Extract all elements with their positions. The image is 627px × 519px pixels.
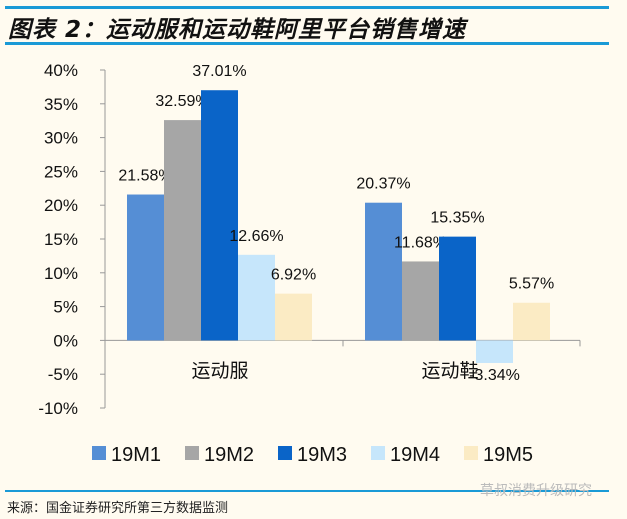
data-label: -3.34% [469,367,520,384]
y-tick-label: 40% [44,61,78,80]
y-tick-label: -5% [48,365,78,384]
y-tick-label: -10% [38,399,78,418]
title-top-rule [5,6,609,9]
data-label: 20.37% [356,176,410,193]
data-label: 37.01% [192,63,246,80]
watermark: 草叔消费升级研究 [480,482,592,498]
legend-swatch-19M2 [185,446,199,460]
data-label: 21.58% [118,168,172,185]
category-label: 运动服 [191,360,248,382]
y-tick-label: 10% [44,264,78,283]
source-note: 来源：国金证券研究所第三方数据监测 [7,501,229,516]
category-label: 运动鞋 [421,360,478,382]
data-label: 32.59% [155,93,209,110]
bar-19M1-1 [365,202,402,341]
bar-19M3-1 [439,236,476,341]
legend-label: 19M4 [390,444,440,466]
y-tick-label: 25% [44,162,78,181]
legend-swatch-19M4 [371,446,385,460]
bar-19M5-0 [275,293,312,341]
data-label: 15.35% [430,210,484,227]
data-label: 12.66% [229,228,283,245]
data-label: 6.92% [271,267,316,284]
bar-19M3-0 [201,90,238,341]
bar-19M4-0 [238,254,275,341]
legend-swatch-19M1 [92,446,106,460]
source-rule [5,490,609,492]
bar-19M2-0 [164,120,201,341]
legend-label: 19M5 [483,444,533,466]
y-tick-label: 15% [44,230,78,249]
data-label: 5.57% [509,276,554,293]
bar-19M4-1 [476,340,513,363]
legend-label: 19M2 [204,444,254,466]
data-label: 11.68% [394,234,447,251]
chart-title: 图表 2：运动服和运动鞋阿里平台销售增速 [8,17,467,43]
bar-19M1-0 [127,194,164,341]
legend-swatch-19M5 [464,446,478,460]
y-tick-label: 30% [44,129,78,148]
y-tick-label: 5% [53,298,78,317]
y-tick-label: 0% [53,331,78,350]
legend-label: 19M1 [111,444,161,466]
bar-19M5-1 [513,302,550,341]
y-tick-label: 20% [44,196,78,215]
legend-label: 19M3 [297,444,347,466]
title-bottom-rule [5,42,609,45]
legend-swatch-19M3 [278,446,292,460]
y-tick-label: 35% [44,95,78,114]
bar-19M2-1 [402,261,439,341]
